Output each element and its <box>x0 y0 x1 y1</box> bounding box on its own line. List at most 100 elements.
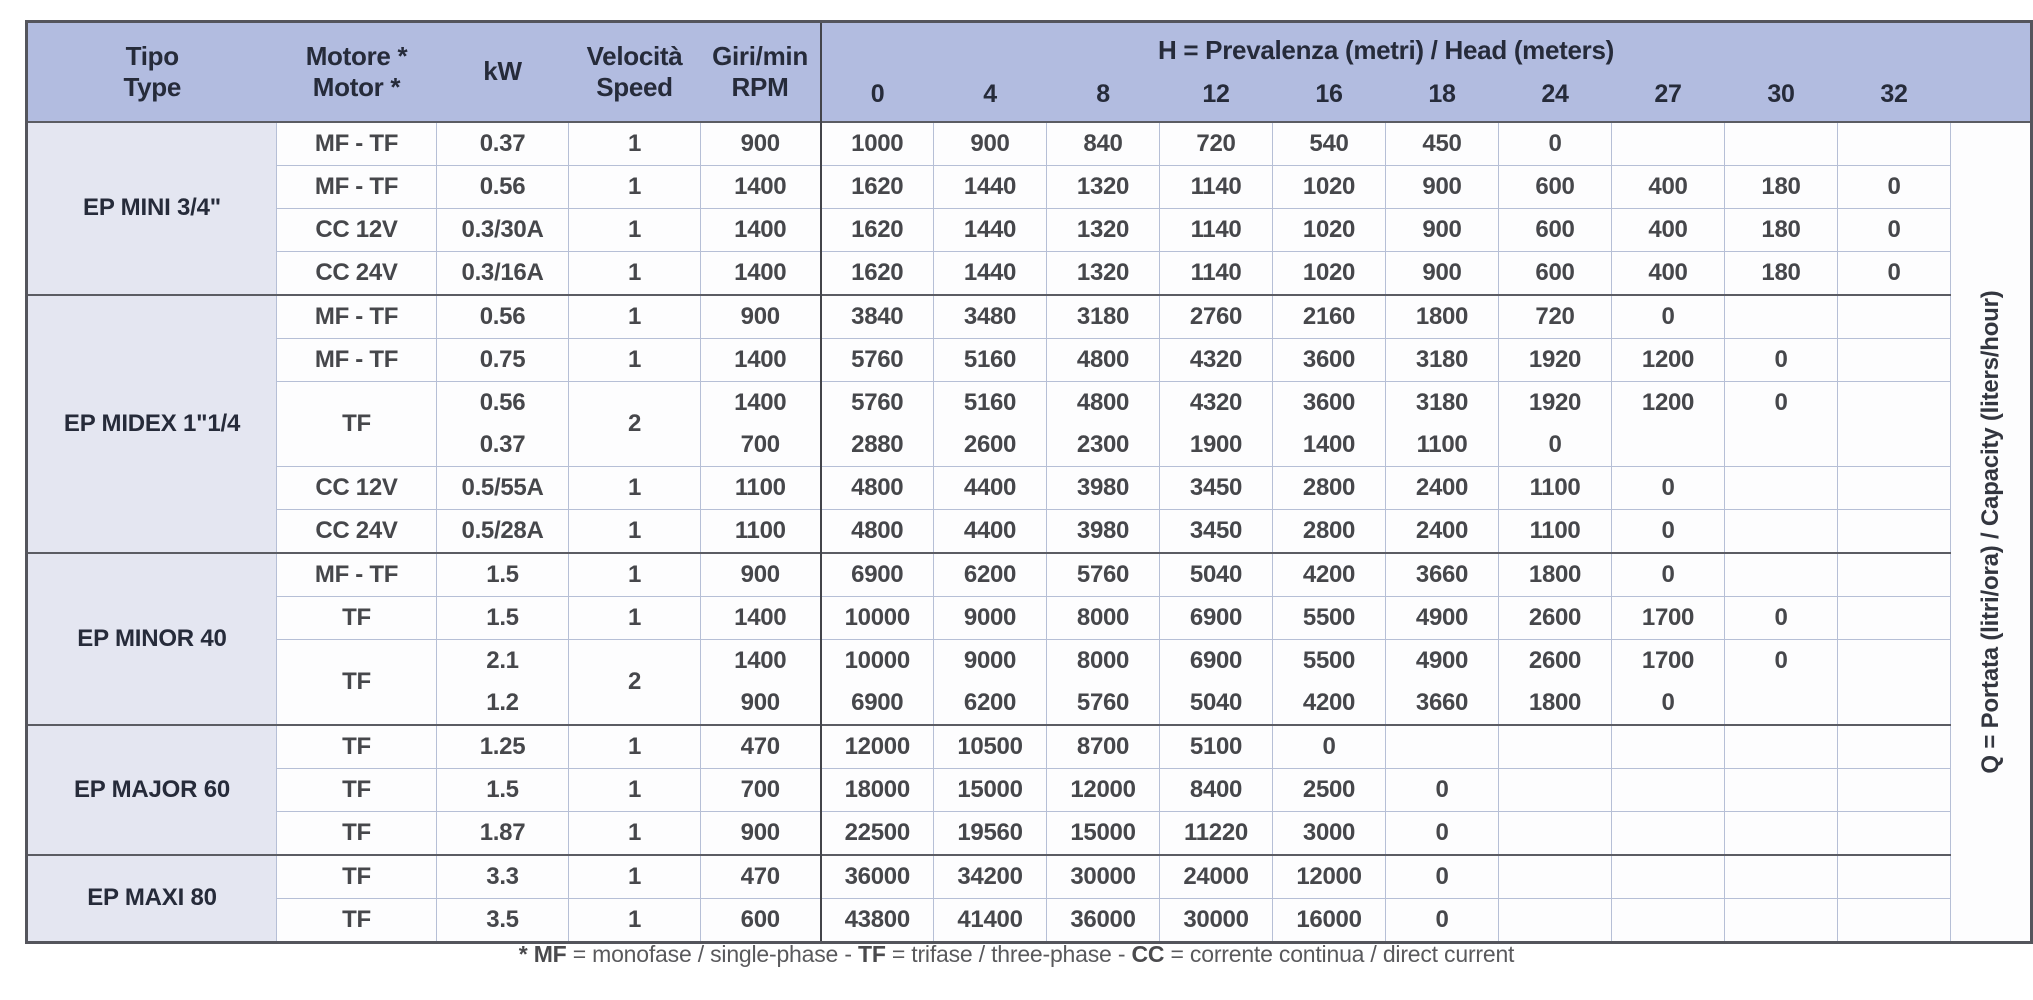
cell-speed: 1 <box>568 897 701 943</box>
table-row: 0.37 700 2880 2600 2300 1900 1400 1100 0 <box>27 423 2032 467</box>
cell-h16: 1020 <box>1272 164 1386 209</box>
cell-kw: 0.56 <box>436 293 569 339</box>
cell-kw: 3.3 <box>436 853 569 899</box>
cell-h4: 1440 <box>933 164 1047 209</box>
cell-h16: 3600 <box>1272 380 1386 424</box>
cell-h24: 1100 <box>1498 508 1612 553</box>
cell-rpm: 900 <box>700 293 821 339</box>
cell-h24: 1100 <box>1498 465 1612 510</box>
col-header-motor: Motore * Motor * <box>276 21 437 122</box>
cell-h0: 4800 <box>819 465 934 510</box>
q-axis-label: Q = Portata (litri/ora) / Capacity (lite… <box>1976 289 2004 774</box>
cell-h27: 0 <box>1611 681 1725 725</box>
cell-h27 <box>1611 767 1725 812</box>
cell-kw: 1.5 <box>436 551 569 597</box>
cell-h8: 5760 <box>1046 551 1160 597</box>
cell-h32 <box>1837 380 1951 424</box>
cell-kw: 0.56 <box>436 164 569 209</box>
table-row: TF 2.1 2 1400 10000 9000 8000 6900 5500 4900 2600 1… <box>27 638 2032 725</box>
cell-h16: 0 <box>1272 723 1386 769</box>
cell-h24: 600 <box>1498 207 1612 252</box>
cell-h24: 2600 <box>1498 638 1612 682</box>
col-header-rpm-it: Giri/min <box>712 41 808 72</box>
cell-h32 <box>1837 767 1951 812</box>
head-h-col-24: 24 <box>1498 77 1612 122</box>
col-header-motor-en: Motor * <box>312 71 401 102</box>
cell-motor: TF <box>276 767 437 812</box>
head-axis-title: H = Prevalenza (metri) / Head (meters) <box>819 21 1951 78</box>
cell-h18: 4900 <box>1385 595 1499 640</box>
cell-h18: 0 <box>1385 767 1499 812</box>
cell-motor: MF - TF <box>276 337 437 382</box>
cell-h32 <box>1837 638 1951 682</box>
cell-h12: 720 <box>1159 120 1273 166</box>
footnote-text: = corrente continua / direct current <box>1164 941 1515 967</box>
cell-h8: 15000 <box>1046 810 1160 855</box>
cell-h30 <box>1724 723 1838 769</box>
cell-h12: 5040 <box>1159 681 1273 725</box>
footnote-text: = trifase / three-phase - <box>885 941 1132 967</box>
cell-h32 <box>1837 551 1951 597</box>
cell-h24: 720 <box>1498 293 1612 339</box>
cell-h0: 3840 <box>819 293 934 339</box>
cell-motor: MF - TF <box>276 164 437 209</box>
cell-h0: 10000 <box>819 638 934 682</box>
cell-h32 <box>1837 120 1951 166</box>
cell-rpm: 700 <box>700 423 821 467</box>
cell-motor: CC 24V <box>276 250 437 295</box>
type-label: EP MIDEX 1"1/4 <box>26 293 277 553</box>
cell-h32: 0 <box>1837 250 1951 295</box>
cell-h30: 0 <box>1724 595 1838 640</box>
cell-h32 <box>1837 810 1951 855</box>
cell-h0: 10000 <box>819 595 934 640</box>
head-axis-title-text: = Prevalenza (metri) / Head (meters) <box>1176 34 1615 65</box>
table-row: MF - TF 0.75 1 1400 5760 5160 4800 4320 3600 3180… <box>27 337 2032 382</box>
cell-h8: 1320 <box>1046 250 1160 295</box>
cell-h8: 12000 <box>1046 767 1160 812</box>
cell-speed: 1 <box>568 767 701 812</box>
table-row: CC 12V 0.5/55A 1 1100 4800 4400 3980 3450 2800 24… <box>27 465 2032 510</box>
table-body: EP MINI 3/4" MF - TF 0.37 1 900 1000 900 840 720… <box>26 120 2032 943</box>
cell-kw: 0.5/28A <box>436 508 569 553</box>
cell-h16: 3000 <box>1272 810 1386 855</box>
cell-h8: 3980 <box>1046 465 1160 510</box>
cell-h8: 5760 <box>1046 681 1160 725</box>
cell-h8: 8000 <box>1046 638 1160 682</box>
cell-kw: 0.37 <box>436 423 569 467</box>
col-header-kw: kW <box>436 21 569 122</box>
cell-h4: 6200 <box>933 551 1047 597</box>
cell-h0: 1620 <box>819 250 934 295</box>
cell-h24 <box>1498 853 1612 899</box>
cell-h4: 3480 <box>933 293 1047 339</box>
table-row: EP MIDEX 1"1/4 MF - TF 0.56 1 900 3840 3480 318… <box>26 293 2032 553</box>
cell-h18: 1100 <box>1385 423 1499 467</box>
cell-h30 <box>1724 681 1838 725</box>
footnote-term: * MF <box>518 941 567 967</box>
cell-h27: 400 <box>1611 207 1725 252</box>
cell-h8: 3980 <box>1046 508 1160 553</box>
cell-h8: 8700 <box>1046 723 1160 769</box>
cell-speed: 1 <box>568 164 701 209</box>
cell-rpm: 1100 <box>700 508 821 553</box>
cell-h24: 2600 <box>1498 595 1612 640</box>
cell-h4: 4400 <box>933 508 1047 553</box>
cell-h8: 36000 <box>1046 897 1160 943</box>
cell-motor: TF <box>276 723 437 769</box>
footnote-term: TF <box>857 941 886 967</box>
cell-h32 <box>1837 423 1951 467</box>
cell-h30 <box>1724 120 1838 166</box>
cell-h24: 1920 <box>1498 380 1612 424</box>
cell-h4: 19560 <box>933 810 1047 855</box>
cell-h8: 4800 <box>1046 380 1160 424</box>
footnote-term: CC <box>1131 941 1165 967</box>
cell-motor: TF <box>276 810 437 855</box>
cell-h30: 0 <box>1724 380 1838 424</box>
cell-rpm: 600 <box>700 897 821 943</box>
cell-h27: 1200 <box>1611 380 1725 424</box>
cell-h4: 34200 <box>933 853 1047 899</box>
cell-h16: 1020 <box>1272 207 1386 252</box>
cell-h16: 1020 <box>1272 250 1386 295</box>
cell-h27 <box>1611 897 1725 943</box>
cell-h16: 16000 <box>1272 897 1386 943</box>
